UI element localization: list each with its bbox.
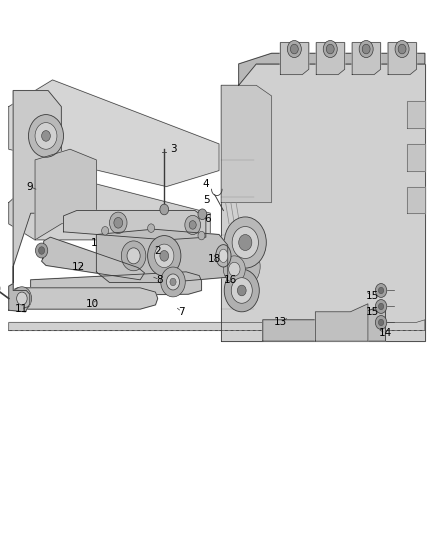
Polygon shape <box>221 85 272 203</box>
Circle shape <box>229 262 240 276</box>
Circle shape <box>12 287 32 310</box>
Text: 13: 13 <box>274 318 287 327</box>
Text: 12: 12 <box>71 262 85 271</box>
Polygon shape <box>263 309 385 341</box>
Circle shape <box>326 44 334 54</box>
Circle shape <box>189 221 196 229</box>
Polygon shape <box>407 101 425 128</box>
Circle shape <box>237 285 246 296</box>
Circle shape <box>161 267 185 297</box>
Polygon shape <box>239 53 425 85</box>
Circle shape <box>375 316 387 329</box>
Polygon shape <box>35 149 96 240</box>
Circle shape <box>17 292 27 305</box>
Circle shape <box>239 235 252 251</box>
Circle shape <box>198 231 205 240</box>
Circle shape <box>359 41 373 58</box>
Circle shape <box>160 251 169 261</box>
Circle shape <box>148 236 181 276</box>
Polygon shape <box>64 211 206 240</box>
Polygon shape <box>9 320 425 330</box>
Circle shape <box>323 41 337 58</box>
Polygon shape <box>221 64 425 341</box>
Text: 4: 4 <box>202 179 209 189</box>
Text: 3: 3 <box>170 144 177 154</box>
Circle shape <box>35 123 57 149</box>
Circle shape <box>114 217 123 228</box>
Circle shape <box>198 209 207 220</box>
Circle shape <box>127 248 140 264</box>
Polygon shape <box>388 43 417 75</box>
Text: 1: 1 <box>91 238 98 247</box>
Text: 6: 6 <box>205 214 212 223</box>
Circle shape <box>155 244 174 268</box>
Circle shape <box>121 241 146 271</box>
Circle shape <box>227 246 260 287</box>
Polygon shape <box>315 304 368 341</box>
Circle shape <box>224 269 259 312</box>
Circle shape <box>375 300 387 313</box>
Circle shape <box>42 131 50 141</box>
Polygon shape <box>31 272 201 296</box>
Circle shape <box>378 319 384 326</box>
Circle shape <box>362 44 370 54</box>
Circle shape <box>287 41 301 58</box>
Text: 8: 8 <box>156 275 163 285</box>
Circle shape <box>398 44 406 54</box>
Polygon shape <box>10 288 158 309</box>
Text: 16: 16 <box>223 275 237 285</box>
Polygon shape <box>9 284 30 312</box>
Polygon shape <box>96 229 228 282</box>
Ellipse shape <box>215 245 231 267</box>
Circle shape <box>28 115 64 157</box>
Circle shape <box>160 204 169 215</box>
Polygon shape <box>42 237 145 280</box>
Polygon shape <box>9 80 219 187</box>
Circle shape <box>148 224 155 232</box>
Circle shape <box>290 44 298 54</box>
Polygon shape <box>407 144 425 171</box>
Polygon shape <box>407 187 425 213</box>
Circle shape <box>223 256 245 282</box>
Text: 7: 7 <box>178 307 185 317</box>
Polygon shape <box>9 171 210 240</box>
Circle shape <box>170 278 176 286</box>
Ellipse shape <box>219 249 228 263</box>
Text: 14: 14 <box>379 328 392 338</box>
Text: 18: 18 <box>208 254 221 263</box>
Circle shape <box>224 217 266 268</box>
Polygon shape <box>13 91 61 293</box>
Circle shape <box>102 227 109 235</box>
Circle shape <box>375 284 387 297</box>
Circle shape <box>166 274 180 290</box>
Polygon shape <box>280 43 309 75</box>
Polygon shape <box>352 43 381 75</box>
Circle shape <box>231 278 252 303</box>
Circle shape <box>39 247 45 254</box>
Text: 2: 2 <box>154 246 161 255</box>
Text: 5: 5 <box>203 195 210 205</box>
Text: 9: 9 <box>26 182 33 191</box>
Circle shape <box>110 212 127 233</box>
Circle shape <box>35 243 48 258</box>
Text: 10: 10 <box>85 299 99 309</box>
Circle shape <box>185 215 201 235</box>
Circle shape <box>378 303 384 310</box>
Text: 11: 11 <box>14 304 28 314</box>
Polygon shape <box>316 43 345 75</box>
Text: 15: 15 <box>366 307 379 317</box>
Circle shape <box>395 41 409 58</box>
Circle shape <box>232 227 258 259</box>
Text: 15: 15 <box>366 291 379 301</box>
Circle shape <box>378 287 384 294</box>
